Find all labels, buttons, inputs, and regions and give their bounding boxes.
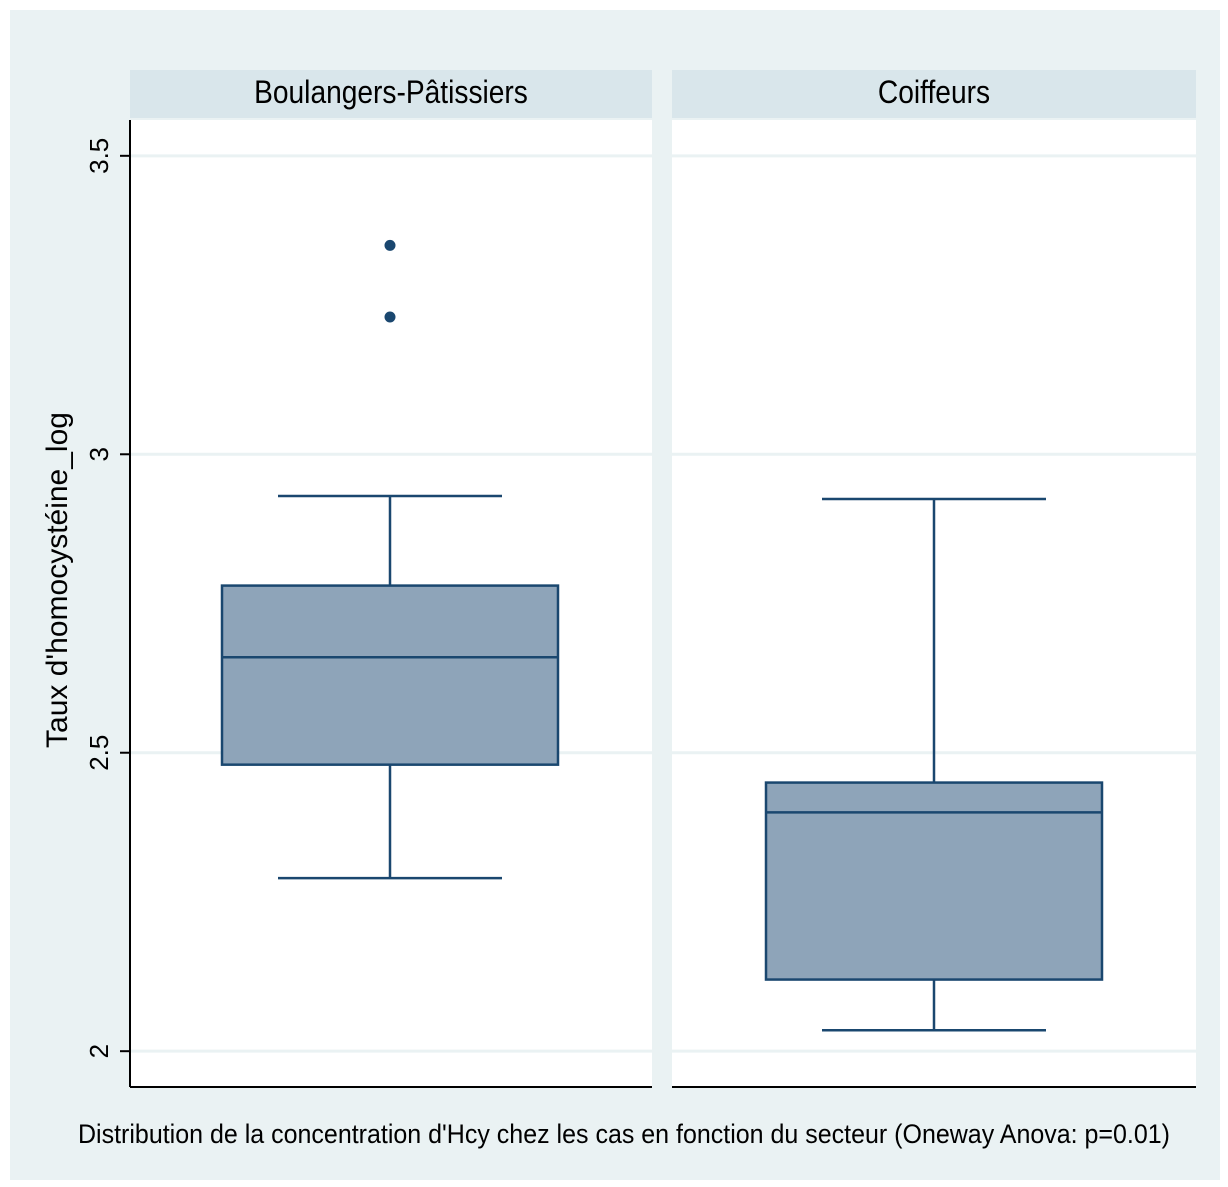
panel-2: Coiffeurs <box>672 70 1196 1088</box>
y-tick-label: 2.5 <box>84 735 114 771</box>
panel-1-strip <box>130 70 652 118</box>
panel-1-outlier-point <box>384 239 396 251</box>
panel-2-strip <box>672 70 1196 118</box>
panel-1-title: Boulangers-Pâtissiers <box>254 75 528 110</box>
panel-2-box <box>764 781 1104 981</box>
y-tick-label: 2 <box>84 1044 114 1058</box>
y-tick-label: 3 <box>84 447 114 461</box>
panel-1-box <box>220 584 560 766</box>
chart-note: Distribution de la concentration d'Hcy c… <box>78 1119 1170 1149</box>
panel-1: Boulangers-Pâtissiers <box>130 70 652 1088</box>
y-axis: 2 2.5 3 3.5 <box>84 120 131 1087</box>
panel-1-outlier-point <box>384 311 396 323</box>
panel-2-title: Coiffeurs <box>878 75 990 110</box>
y-axis-title: Taux d'homocystéine_log <box>41 412 74 748</box>
y-tick-label: 3.5 <box>84 138 114 174</box>
